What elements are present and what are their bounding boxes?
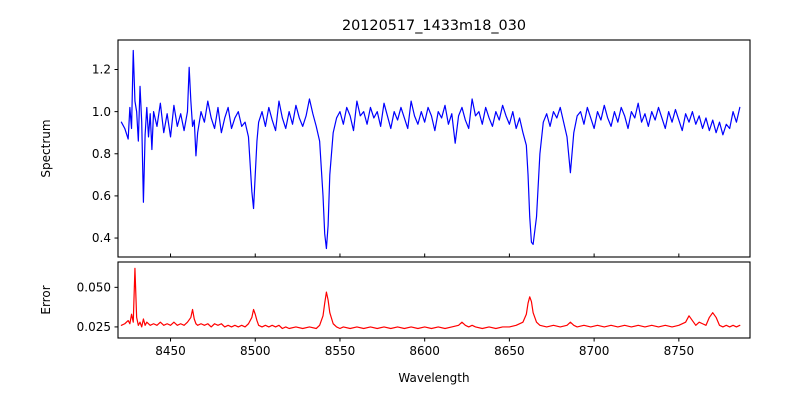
error-panel-ytick-label: 0.050 (77, 281, 111, 295)
xtick-label: 8550 (325, 344, 356, 358)
error-panel-ylabel: Error (39, 285, 53, 314)
xtick-label: 8450 (155, 344, 186, 358)
spectrum-panel-ytick-label: 1.2 (92, 63, 111, 77)
xtick-label: 8600 (409, 344, 440, 358)
spectrum-panel: 0.4 0.6 0.8 1.0 1.2 Spectrum (39, 39, 751, 258)
spectrum-panel-ylabel: Spectrum (39, 119, 53, 177)
error-panel-data-line (120, 267, 741, 330)
spectrum-panel-ytick-label: 1.0 (92, 105, 111, 119)
error-panel-ytick-label: 0.025 (77, 320, 111, 334)
spectrum-panel-frame (117, 39, 751, 258)
xtick-label: 8750 (664, 344, 695, 358)
spectrum-panel-ytick-label: 0.6 (92, 189, 111, 203)
spectrum-panel-ytick-label: 0.4 (92, 231, 111, 245)
spectrum-panel-ytick-label: 0.8 (92, 147, 111, 161)
xtick-label: 8700 (579, 344, 610, 358)
xtick-label: 8500 (240, 344, 271, 358)
xlabel: Wavelength (398, 371, 469, 385)
spectrum-panel-data-line (120, 49, 741, 250)
xtick-label: 8650 (494, 344, 525, 358)
error-panel: 0.025 0.050 8450 8500 8550 8600 8650 8700 8750 Er… (39, 261, 751, 358)
error-panel-frame (117, 261, 751, 339)
chart-title: 20120517_1433m18_030 (342, 18, 526, 34)
